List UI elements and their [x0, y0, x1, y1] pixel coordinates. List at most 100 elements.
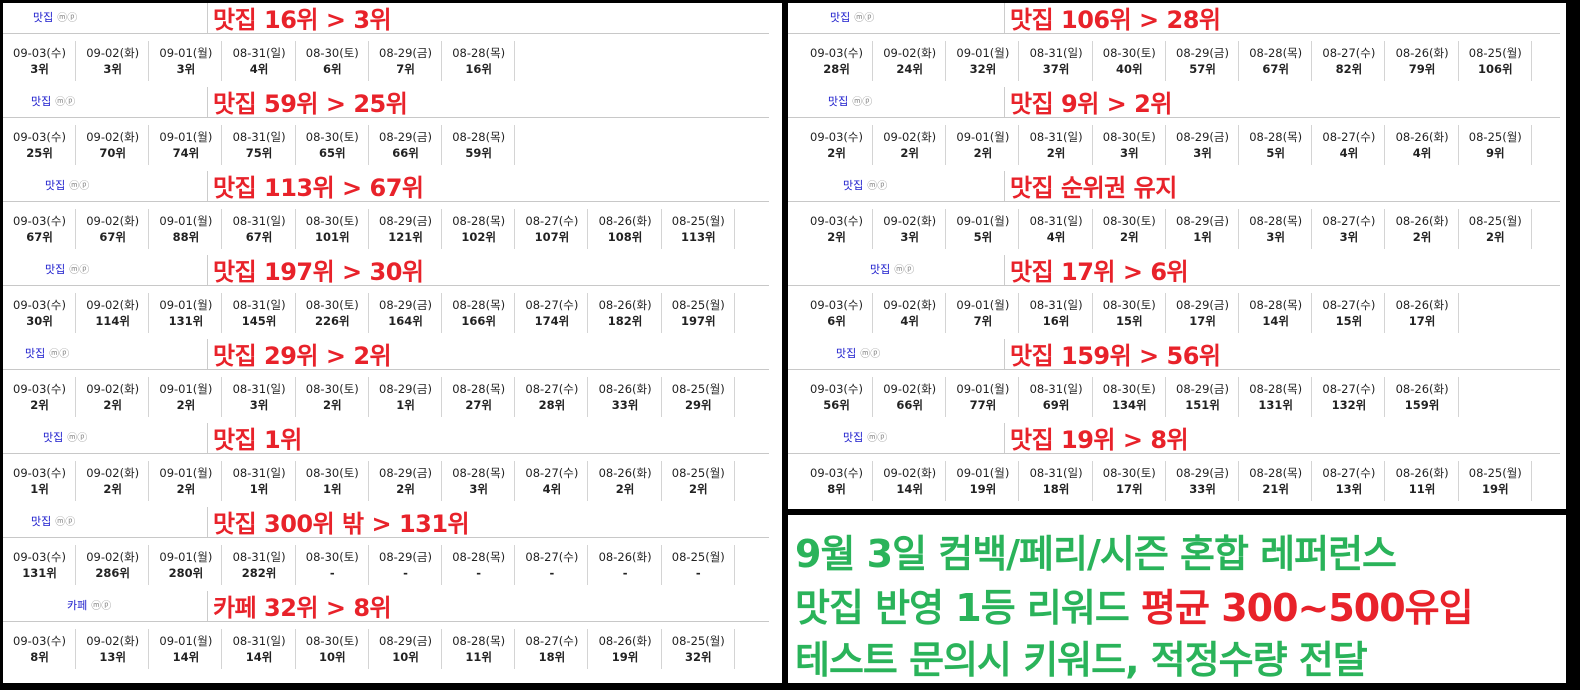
category-label[interactable]: 카페 ⓜⓟ — [67, 597, 111, 613]
rank-date: 09-02(화) — [86, 382, 140, 396]
rank-date: 09-02(화) — [86, 550, 140, 564]
rank-value: 65위 — [319, 146, 346, 160]
rank-value: 17위 — [1189, 314, 1216, 328]
rank-date: 08-30(토) — [305, 46, 359, 60]
category-text[interactable]: 맛집 — [830, 11, 851, 24]
mp-icons[interactable]: ⓜⓟ — [57, 13, 78, 24]
cell-divider — [514, 125, 516, 165]
cell-divider — [1018, 125, 1020, 165]
rank-value: 102위 — [461, 230, 496, 244]
rank-date: 08-25(월) — [671, 466, 725, 480]
category-text[interactable]: 맛집 — [870, 263, 891, 276]
cell-divider — [1311, 41, 1313, 81]
rank-headline: 맛집 1위 — [213, 426, 302, 454]
mp-icons[interactable]: ⓜⓟ — [867, 181, 888, 192]
rank-value: 121위 — [388, 230, 423, 244]
category-text[interactable]: 카페 — [67, 599, 88, 612]
category-label[interactable]: 맛집 ⓜⓟ — [45, 261, 89, 277]
category-label[interactable]: 맛집 ⓜⓟ — [31, 513, 75, 529]
mp-icons[interactable]: ⓜⓟ — [91, 601, 112, 612]
rank-value: 15위 — [1335, 314, 1363, 328]
category-text[interactable]: 맛집 — [843, 179, 864, 192]
category-label[interactable]: 맛집 ⓜⓟ — [45, 177, 89, 193]
category-label[interactable]: 맛집 ⓜⓟ — [830, 9, 874, 25]
mp-icons[interactable]: ⓜⓟ — [894, 265, 915, 276]
category-label[interactable]: 맛집 ⓜⓟ — [25, 345, 69, 361]
category-label[interactable]: 맛집 ⓜⓟ — [828, 93, 872, 109]
rank-date: 08-26(화) — [1395, 214, 1449, 228]
cell-divider — [75, 125, 76, 165]
rank-date: 08-28(목) — [452, 634, 506, 648]
category-label[interactable]: 맛집 ⓜⓟ — [843, 177, 887, 193]
separator-line — [788, 285, 1560, 286]
cell-divider — [221, 629, 223, 669]
rank-date: 08-27(수) — [525, 466, 579, 480]
category-text[interactable]: 맛집 — [31, 95, 52, 108]
rank-value: 4위 — [1412, 146, 1432, 160]
separator-line — [788, 33, 1560, 34]
category-text[interactable]: 맛집 — [33, 11, 54, 24]
cell-divider — [1091, 41, 1093, 81]
rank-value: 1위 — [396, 398, 415, 412]
rank-cell: 08-29(금) 33위 — [1166, 461, 1239, 501]
category-label[interactable]: 맛집 ⓜⓟ — [33, 9, 77, 25]
rank-cell: 09-01(월) 74위 — [149, 125, 223, 165]
mp-icons[interactable]: ⓜⓟ — [67, 433, 88, 444]
cell-divider — [221, 41, 223, 81]
mp-icons[interactable]: ⓜⓟ — [69, 181, 90, 192]
mp-icons[interactable]: ⓜⓟ — [867, 433, 888, 444]
category-label[interactable]: 맛집 ⓜⓟ — [836, 345, 880, 361]
mp-icons[interactable]: ⓜⓟ — [852, 97, 873, 108]
rank-value: 32위 — [969, 62, 997, 76]
category-text[interactable]: 맛집 — [43, 431, 64, 444]
rank-value: - — [695, 566, 701, 580]
mp-icons[interactable]: ⓜⓟ — [854, 13, 875, 24]
mp-icons[interactable]: ⓜⓟ — [69, 265, 90, 276]
rank-date: 08-25(월) — [671, 634, 725, 648]
rank-date: 08-26(화) — [1395, 466, 1449, 480]
rank-cell: 09-01(월) 2위 — [946, 125, 1020, 165]
category-label[interactable]: 맛집 ⓜⓟ — [31, 93, 75, 109]
rank-headline: 맛집 197위 > 30위 — [213, 258, 424, 286]
rank-cell: 09-01(월) 3위 — [149, 41, 223, 81]
rank-cell: 08-28(목) 5위 — [1239, 125, 1313, 165]
rank-cell: 09-03(수) 8위 — [800, 461, 873, 501]
rank-value: 2위 — [827, 230, 846, 244]
category-text[interactable]: 맛집 — [45, 263, 66, 276]
category-label[interactable]: 맛집 ⓜⓟ — [870, 261, 914, 277]
rank-cell: 08-29(금) 66위 — [369, 125, 442, 165]
rank-cell: 08-31(일) 67위 — [223, 209, 296, 249]
rank-date: 08-29(금) — [1176, 382, 1229, 396]
rank-cell: 08-25(월) 19위 — [1459, 461, 1532, 501]
rank-date: 08-29(금) — [1176, 214, 1229, 228]
rank-value: 3위 — [1339, 230, 1359, 244]
category-label[interactable]: 맛집 ⓜⓟ — [843, 429, 887, 445]
category-text[interactable]: 맛집 — [836, 347, 857, 360]
category-text[interactable]: 맛집 — [828, 95, 849, 108]
mp-icons[interactable]: ⓜⓟ — [49, 349, 70, 360]
cell-divider — [294, 545, 296, 585]
rank-value: 14위 — [245, 650, 273, 664]
rank-date: 08-30(토) — [1102, 46, 1156, 60]
cell-divider — [221, 293, 223, 333]
category-text[interactable]: 맛집 — [31, 515, 52, 528]
cell-divider — [1457, 125, 1459, 165]
rank-date: 08-26(화) — [1395, 130, 1449, 144]
mp-icons[interactable]: ⓜⓟ — [55, 517, 76, 528]
rank-value: 15위 — [1116, 314, 1143, 328]
category-text[interactable]: 맛집 — [45, 179, 66, 192]
rank-date: 09-03(수) — [13, 214, 66, 228]
rank-cell: 08-25(월) 2위 — [1459, 209, 1532, 249]
rank-value: 113위 — [681, 230, 716, 244]
mp-icons[interactable]: ⓜⓟ — [55, 97, 76, 108]
category-text[interactable]: 맛집 — [843, 431, 864, 444]
rank-cell: 08-26(화) 2위 — [589, 461, 662, 501]
mp-icons[interactable]: ⓜⓟ — [860, 349, 881, 360]
category-text[interactable]: 맛집 — [25, 347, 46, 360]
category-label[interactable]: 맛집 ⓜⓟ — [43, 429, 87, 445]
rank-value: 3위 — [469, 482, 488, 496]
rank-date: 08-26(화) — [1395, 382, 1449, 396]
ranking-block: 맛집 ⓜⓟ 맛집 300위 밖 > 131위 09-03(수) 131위 09-02(화)… — [3, 507, 782, 591]
cell-divider — [945, 125, 947, 165]
separator-line — [3, 33, 769, 34]
